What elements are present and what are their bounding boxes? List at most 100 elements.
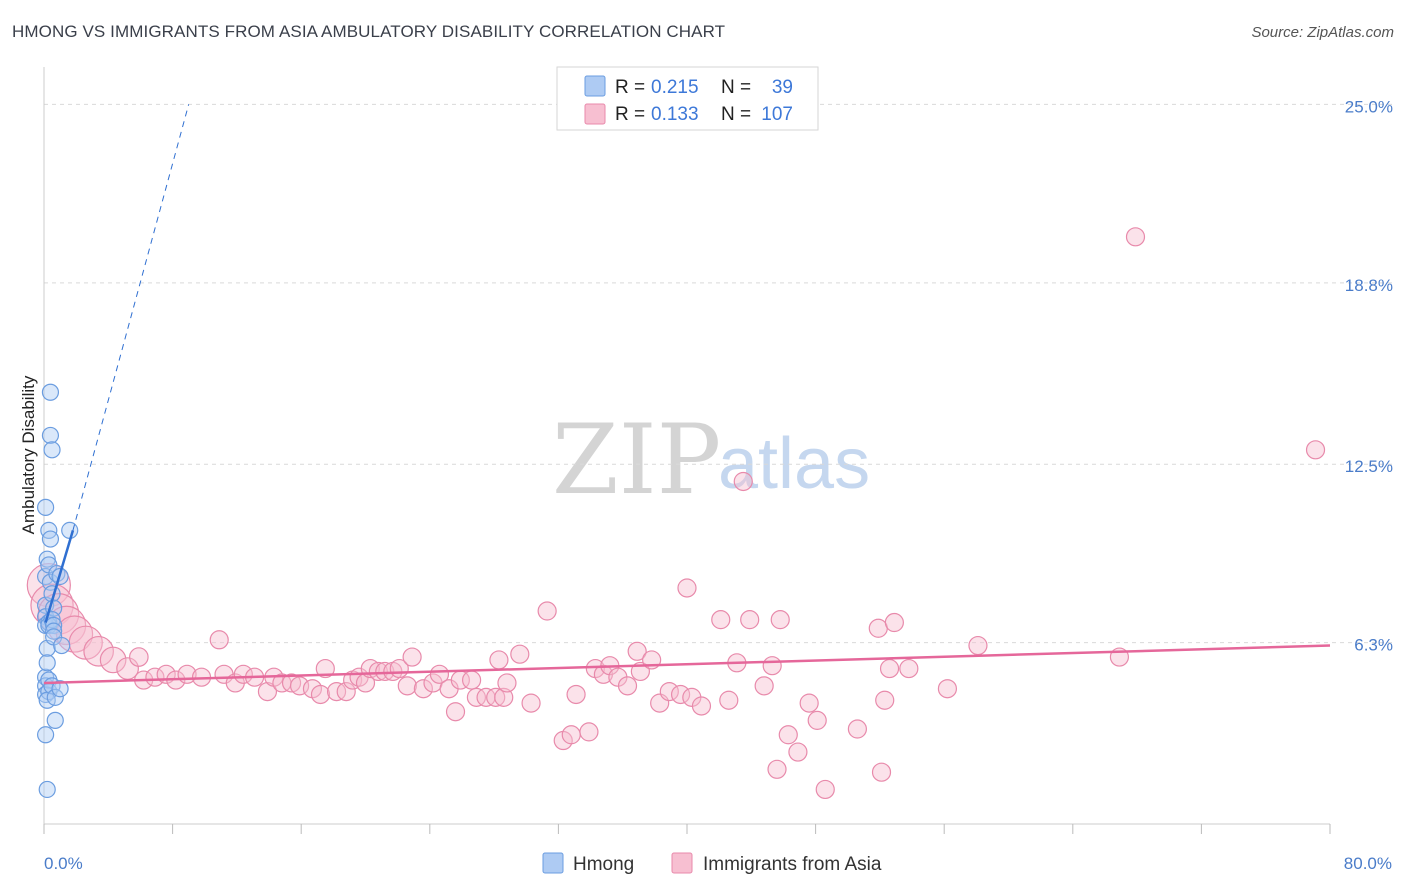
trend-line-hmong	[44, 530, 75, 623]
data-point	[868, 618, 888, 638]
legend-swatch-asia	[584, 103, 606, 125]
data-point	[30, 583, 74, 627]
data-point	[209, 630, 229, 650]
data-point	[670, 684, 691, 705]
data-point	[617, 676, 638, 696]
x-ticks	[43, 824, 1331, 834]
bottom-legend-asia: Immigrants from Asia	[703, 854, 882, 875]
data-point	[807, 710, 827, 730]
data-point	[691, 696, 712, 716]
y-tick-label: 6.3%	[1354, 636, 1393, 655]
data-point	[45, 622, 63, 640]
data-point	[788, 742, 808, 762]
data-point	[579, 722, 599, 742]
legend-n-value-1: 39	[772, 77, 793, 98]
data-point	[937, 679, 958, 699]
data-point	[461, 670, 482, 690]
data-point	[53, 636, 71, 655]
data-point	[754, 676, 774, 696]
grid	[44, 103, 1394, 644]
data-point	[778, 725, 798, 745]
data-point	[37, 668, 55, 686]
chart-title: HMONG VS IMMIGRANTS FROM ASIA AMBULATORY…	[12, 22, 726, 41]
data-point	[402, 647, 422, 667]
data-point	[899, 658, 919, 679]
data-point	[489, 650, 509, 670]
bottom-legend-hmong: Hmong	[573, 854, 634, 875]
data-point	[767, 759, 787, 779]
data-point	[83, 635, 114, 667]
data-point	[770, 610, 790, 630]
bottom-legend: Hmong Immigrants from Asia	[542, 852, 882, 875]
data-point	[51, 680, 69, 698]
x-tick-label-min: 0.0%	[44, 854, 83, 873]
data-point	[566, 684, 586, 705]
data-point	[38, 550, 56, 568]
data-point	[711, 610, 731, 630]
data-point	[61, 521, 79, 540]
data-point	[40, 521, 58, 540]
data-point	[46, 711, 64, 729]
data-point	[466, 687, 487, 707]
legend-n-label-1: N =	[721, 77, 751, 98]
data-point	[368, 661, 388, 682]
legend-n-label-2: N =	[721, 104, 751, 125]
data-point	[37, 726, 55, 744]
bottom-legend-swatch-asia	[671, 852, 693, 874]
data-point	[659, 681, 679, 702]
legend-n-value-2: 107	[761, 104, 793, 125]
data-point	[43, 441, 61, 459]
data-point	[37, 498, 55, 516]
y-tick-label: 25.0%	[1345, 97, 1393, 116]
data-point	[310, 684, 331, 705]
data-point	[1305, 440, 1326, 460]
data-point	[879, 658, 900, 679]
data-point	[740, 610, 760, 630]
data-point	[99, 646, 127, 674]
series-hmong	[37, 383, 79, 799]
trend-lines	[43, 104, 1331, 685]
data-point	[486, 687, 506, 707]
watermark-zip: ZIP	[552, 404, 721, 516]
bottom-legend-swatch-hmong	[542, 852, 564, 874]
data-point	[375, 661, 395, 682]
y-tick-label: 18.8%	[1345, 276, 1393, 295]
data-point	[326, 681, 347, 702]
data-point	[257, 681, 278, 702]
data-point	[497, 673, 517, 693]
legend-r-label-2: R =	[615, 104, 645, 125]
legend-swatch-hmong	[584, 75, 606, 97]
source-label: Source: ZipAtlas.com	[1251, 24, 1394, 41]
data-point	[55, 615, 94, 653]
y-tick-label: 12.5%	[1345, 457, 1393, 476]
data-point	[677, 578, 697, 598]
data-point	[41, 530, 60, 548]
data-point	[719, 690, 739, 710]
data-point	[847, 719, 867, 739]
legend-r-value-1: 0.215	[651, 77, 699, 98]
data-point	[129, 647, 149, 667]
data-point	[1125, 227, 1146, 247]
data-point	[41, 383, 60, 401]
data-point	[315, 658, 335, 679]
x-tick-label-max: 80.0%	[1344, 854, 1392, 873]
data-point	[429, 664, 450, 684]
data-point	[397, 676, 417, 696]
y-axis-label: Ambulatory Disability	[19, 375, 38, 534]
data-point	[510, 644, 530, 664]
data-point	[494, 687, 514, 707]
data-point	[38, 780, 56, 799]
data-point	[233, 664, 253, 684]
trend-line-asia	[43, 644, 1331, 685]
data-point	[145, 667, 165, 687]
data-point	[968, 635, 988, 656]
data-point	[38, 654, 56, 672]
data-point	[815, 779, 835, 800]
legend-r-label-1: R =	[615, 77, 645, 98]
data-point	[41, 426, 60, 445]
trend-line-hmong-extension	[72, 104, 190, 531]
data-point	[537, 601, 557, 621]
legend-box: R = 0.215 N = 39 R = 0.133 N = 107	[556, 66, 819, 131]
data-point	[733, 471, 753, 492]
